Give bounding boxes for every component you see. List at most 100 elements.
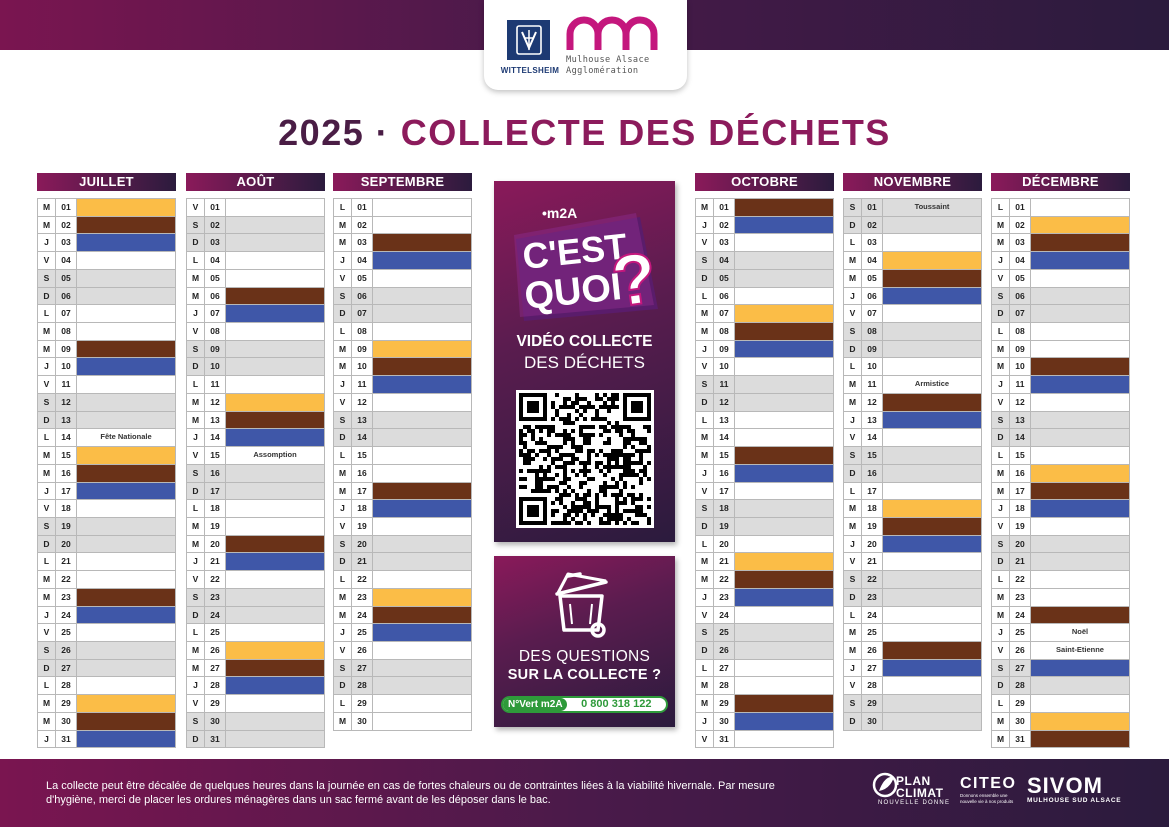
- day-number: 27: [352, 659, 373, 677]
- day-number: 16: [1010, 464, 1031, 482]
- empty-cell: [735, 394, 833, 411]
- weekday-letter: M: [187, 641, 205, 659]
- empty-cell: [735, 624, 833, 641]
- day-row: D 06: [38, 287, 175, 306]
- month-column: NOVEMBRE S 01 Toussaint D 02 L 03 M 04 M 05 J 06 V 07 S 0…: [843, 173, 982, 731]
- day-number: 17: [1010, 482, 1031, 500]
- empty-cell: [373, 323, 471, 340]
- day-number: 19: [56, 517, 77, 535]
- day-row: J 09: [696, 340, 833, 359]
- day-number: 12: [714, 393, 735, 411]
- day-row: S 19: [38, 517, 175, 536]
- empty-cell: [1031, 589, 1129, 606]
- collection-cell: [1031, 358, 1129, 376]
- weekday-letter: S: [187, 340, 205, 358]
- day-row: S 15: [844, 447, 981, 465]
- weekday-letter: S: [187, 216, 205, 234]
- day-row: V 24: [696, 606, 833, 625]
- waste-bin-icon: [555, 572, 608, 638]
- weekday-letter: M: [334, 712, 352, 730]
- weekday-letter: S: [187, 712, 205, 730]
- day-number: 19: [862, 517, 883, 535]
- day-row: D 12: [696, 393, 833, 412]
- collection-cell: [883, 287, 981, 305]
- empty-cell: [77, 270, 175, 287]
- day-number: 03: [1010, 234, 1031, 252]
- day-number: 17: [862, 482, 883, 500]
- day-row: L 18: [187, 500, 324, 518]
- collection-cell: [1031, 730, 1129, 748]
- header-logos: WITTELSHEIM Mulhouse Alsace Agglomératio…: [484, 0, 687, 90]
- weekday-letter: V: [992, 393, 1010, 411]
- empty-cell: [226, 217, 324, 234]
- day-number: 13: [352, 411, 373, 429]
- weekday-letter: M: [334, 216, 352, 234]
- day-row: V 14: [844, 429, 981, 448]
- day-number: 23: [1010, 588, 1031, 606]
- day-number: 21: [1010, 553, 1031, 571]
- day-number: 01: [352, 199, 373, 216]
- day-number: 08: [205, 323, 226, 340]
- empty-cell: [1031, 677, 1129, 694]
- day-row: M 30: [38, 712, 175, 731]
- title-year: 2025: [278, 112, 365, 153]
- day-row: S 16: [187, 464, 324, 483]
- day-row: D 14: [992, 429, 1129, 448]
- day-row: D 19: [696, 517, 833, 536]
- day-number: 01: [862, 199, 883, 216]
- day-row: M 30: [334, 712, 471, 731]
- day-number: 21: [352, 553, 373, 571]
- day-row: J 25: [334, 624, 471, 642]
- month-header: OCTOBRE: [695, 173, 834, 191]
- weekday-letter: M: [696, 429, 714, 447]
- day-number: 07: [1010, 305, 1031, 323]
- day-number: 17: [352, 482, 373, 500]
- day-row: J 31: [38, 730, 175, 749]
- empty-cell: [226, 731, 324, 748]
- holiday-label: Noël: [1071, 627, 1089, 637]
- collection-cell: [735, 199, 833, 216]
- weekday-letter: L: [992, 695, 1010, 712]
- day-number: 04: [205, 252, 226, 269]
- weekday-letter: M: [844, 624, 862, 641]
- collection-cell: [77, 234, 175, 252]
- day-number: 27: [56, 659, 77, 677]
- phone-number[interactable]: 0 800 318 122: [581, 698, 652, 710]
- day-list: V 01 S 02 D 03 L 04 M 05 M 06 J 07 V 08 S 09 D 10 L 11 M 12 M 13 J…: [186, 198, 325, 749]
- weekday-letter: D: [992, 429, 1010, 447]
- collection-cell: [1031, 606, 1129, 624]
- day-row: L 25: [187, 624, 324, 642]
- day-row: M 02: [334, 216, 471, 235]
- weekday-letter: M: [696, 323, 714, 340]
- weekday-letter: J: [187, 305, 205, 323]
- day-number: 08: [352, 323, 373, 340]
- empty-cell: [77, 536, 175, 553]
- day-row: M 09: [992, 340, 1129, 359]
- day-number: 12: [1010, 393, 1031, 411]
- weekday-letter: M: [187, 659, 205, 677]
- day-row: S 04: [696, 252, 833, 270]
- empty-cell: [1031, 199, 1129, 216]
- day-list: L 01 M 02 M 03 J 04 V 05 S 06 D 07 L 08 M 09 M 10 J 11 V 12 S 13 D…: [333, 198, 472, 731]
- questions-line1: DES QUESTIONS: [518, 648, 651, 665]
- empty-cell: [226, 376, 324, 393]
- day-number: 23: [205, 588, 226, 606]
- day-number: 09: [205, 340, 226, 358]
- day-row: M 19: [844, 517, 981, 536]
- collection-cell: [226, 641, 324, 659]
- day-row: S 11: [696, 376, 833, 394]
- day-number: 11: [862, 376, 883, 393]
- qr-code-icon[interactable]: [516, 390, 654, 528]
- day-row: M 27: [187, 659, 324, 678]
- collection-cell: [226, 553, 324, 571]
- wittelsheim-crest-icon: [507, 20, 550, 60]
- collection-cell: [883, 252, 981, 269]
- weekday-letter: D: [992, 677, 1010, 695]
- weekday-letter: L: [38, 677, 56, 695]
- day-row: L 29: [334, 695, 471, 713]
- empty-cell: [883, 217, 981, 234]
- empty-cell: [373, 536, 471, 553]
- weekday-letter: V: [187, 695, 205, 712]
- green-number-badge[interactable]: N°Vert m2A 0 800 318 122: [501, 696, 668, 713]
- collection-cell: [373, 624, 471, 641]
